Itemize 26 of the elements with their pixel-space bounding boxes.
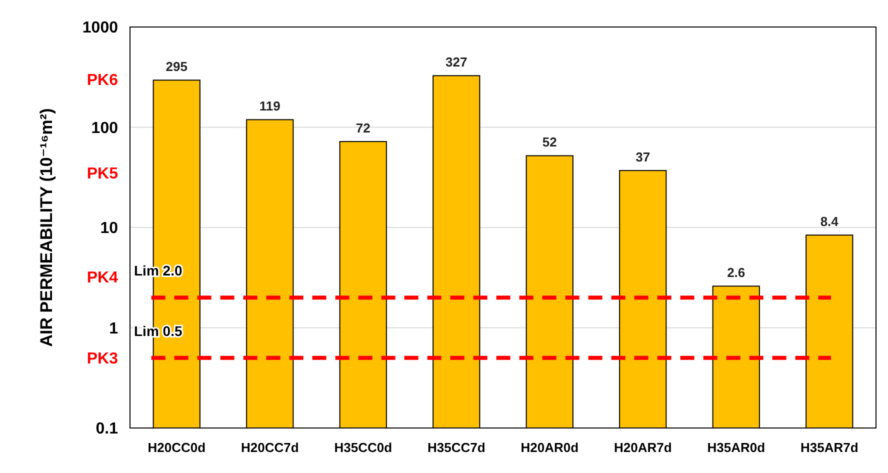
data-label: 72 xyxy=(356,120,370,136)
y-tick-label: 1 xyxy=(109,320,118,338)
y-tick-label: 10 xyxy=(100,220,118,238)
x-tick-label: H20CC0d xyxy=(148,440,206,455)
x-tick-label: H20AR0d xyxy=(520,440,579,455)
y-tick-label: PK4 xyxy=(86,270,118,287)
x-tick-label: H35CC7d xyxy=(427,440,486,455)
y-tick-label: PK3 xyxy=(86,350,118,368)
y-tick-label: 100 xyxy=(91,120,118,137)
y-axis-title: AIR PERMEABILITY (10⁻¹⁶m²) xyxy=(37,108,56,347)
data-label: 119 xyxy=(259,98,280,114)
y-tick-label: 0.1 xyxy=(96,420,118,438)
x-tick-label: H35AR7d xyxy=(800,440,858,455)
data-label: 37 xyxy=(636,150,650,165)
x-tick-label: H20AR7d xyxy=(614,440,672,455)
y-tick-label: PK6 xyxy=(86,72,118,90)
x-tick-label: H35CC0d xyxy=(334,440,392,455)
y-tick-label: PK5 xyxy=(86,166,118,183)
data-label: 295 xyxy=(166,59,188,74)
x-tick-label: H35AR0d xyxy=(707,440,766,455)
x-tick-label: H20CC7d xyxy=(240,440,299,455)
data-label: 327 xyxy=(446,54,468,70)
data-label: 2.6 xyxy=(727,265,746,280)
data-label: 52 xyxy=(542,134,557,150)
data-label: 8.4 xyxy=(820,214,840,230)
y-tick-label: 1000 xyxy=(82,20,118,37)
